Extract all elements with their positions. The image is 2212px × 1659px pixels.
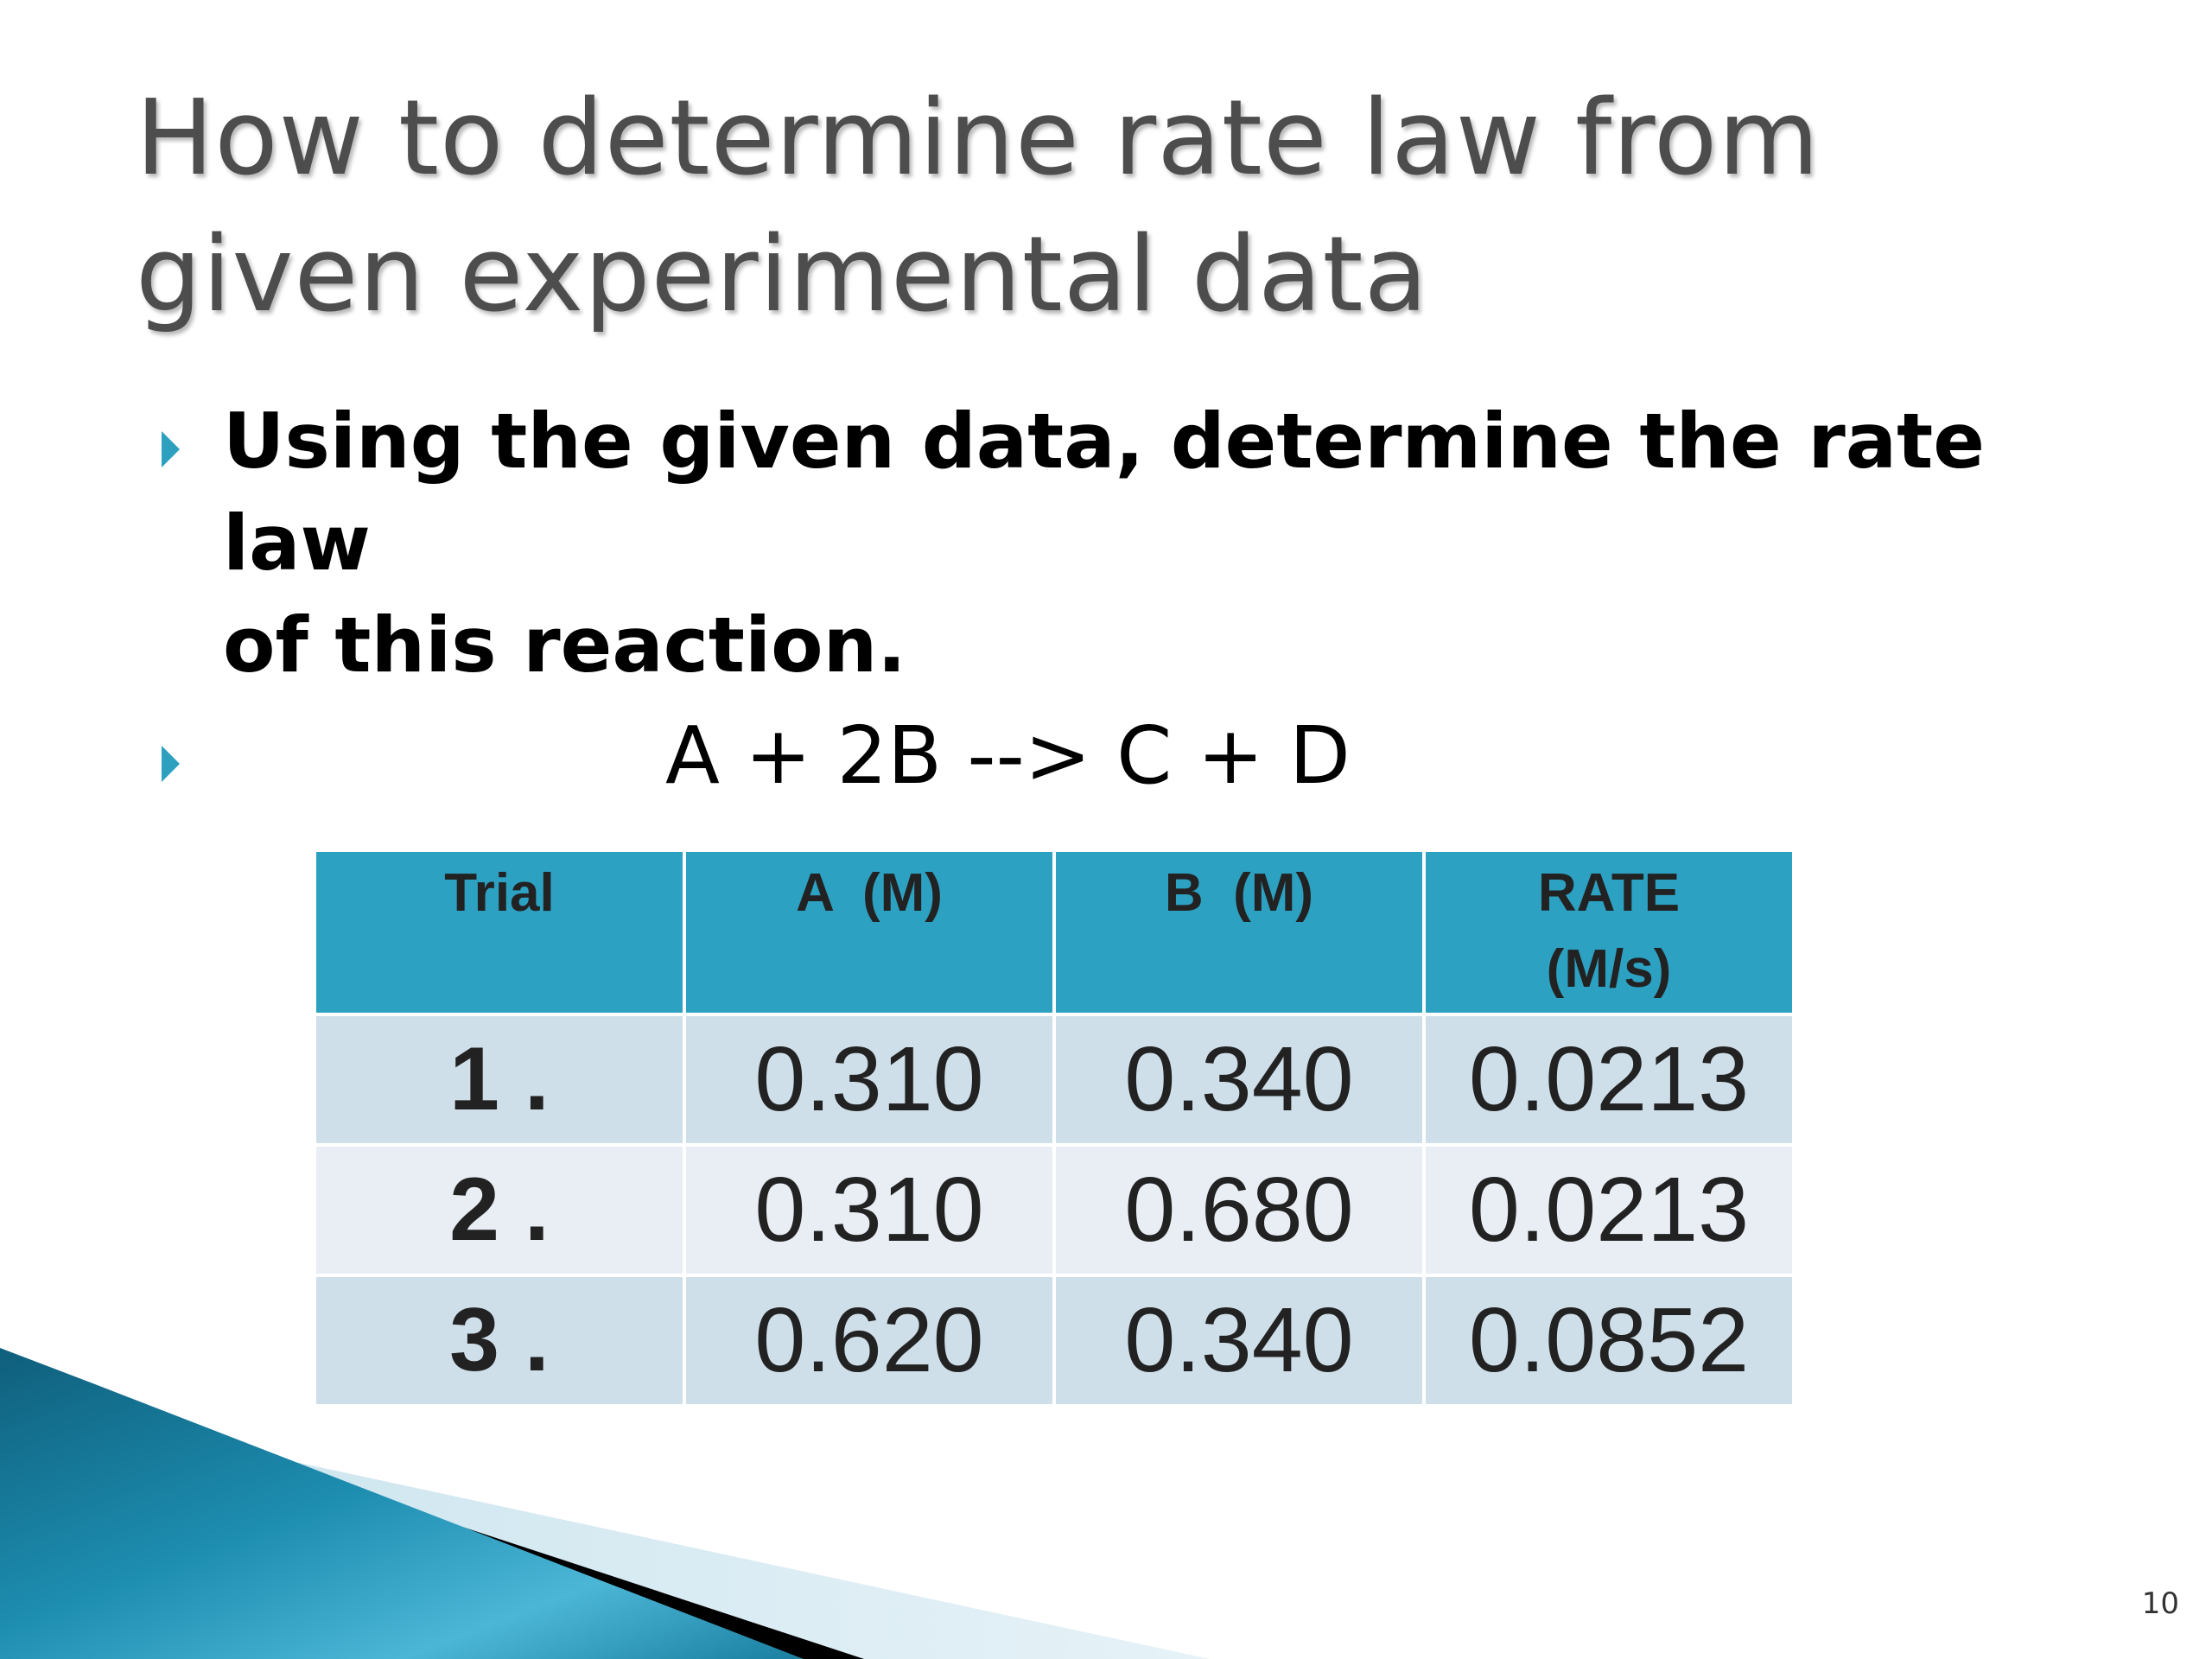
corner-decoration [0, 1348, 1210, 1659]
table-row: 3 . 0.620 0.340 0.0852 [313, 1274, 1796, 1408]
title-line-2: given experimental data [136, 215, 1429, 335]
bullet-list: Using the given data, determine the rate… [156, 391, 2143, 807]
table-row: 2 . 0.310 0.680 0.0213 [313, 1143, 1796, 1277]
cell-b: 0.340 [1052, 1274, 1426, 1408]
bullet-item: A + 2B --> C + D [156, 705, 2143, 807]
column-header-trial: Trial [313, 849, 686, 1016]
cell-b: 0.340 [1052, 1013, 1426, 1147]
experimental-data-table: Trial A (M) B (M) RATE (M/s) 1 . 0.310 0… [313, 849, 1796, 1408]
cell-trial: 1 . [313, 1013, 686, 1147]
reaction-equation: A + 2B --> C + D [665, 709, 1351, 802]
cell-a: 0.620 [683, 1274, 1056, 1408]
page-number: 10 [2141, 1586, 2179, 1621]
cell-trial: 3 . [313, 1274, 686, 1408]
cell-rate: 0.0852 [1422, 1274, 1796, 1408]
triangle-right-icon [162, 431, 180, 467]
cell-rate: 0.0213 [1422, 1143, 1796, 1277]
cell-trial: 2 . [313, 1143, 686, 1277]
column-header-b: B (M) [1052, 849, 1426, 1016]
bullet-item: Using the given data, determine the rate… [156, 391, 2143, 696]
table-header-row: Trial A (M) B (M) RATE (M/s) [313, 849, 1796, 1016]
cell-b: 0.680 [1052, 1143, 1426, 1277]
cell-a: 0.310 [683, 1013, 1056, 1147]
triangle-right-icon [162, 746, 180, 782]
cell-rate: 0.0213 [1422, 1013, 1796, 1147]
table-row: 1 . 0.310 0.340 0.0213 [313, 1013, 1796, 1147]
bullet-text-line-2: of this reaction. [223, 601, 906, 690]
slide-title: How to determine rate law from given exp… [136, 71, 2080, 344]
column-header-rate: RATE (M/s) [1422, 849, 1796, 1016]
cell-a: 0.310 [683, 1143, 1056, 1277]
title-line-1: How to determine rate law from [136, 79, 1821, 199]
column-header-a: A (M) [683, 849, 1056, 1016]
bullet-text-line-1: Using the given data, determine the rate… [223, 397, 1985, 588]
